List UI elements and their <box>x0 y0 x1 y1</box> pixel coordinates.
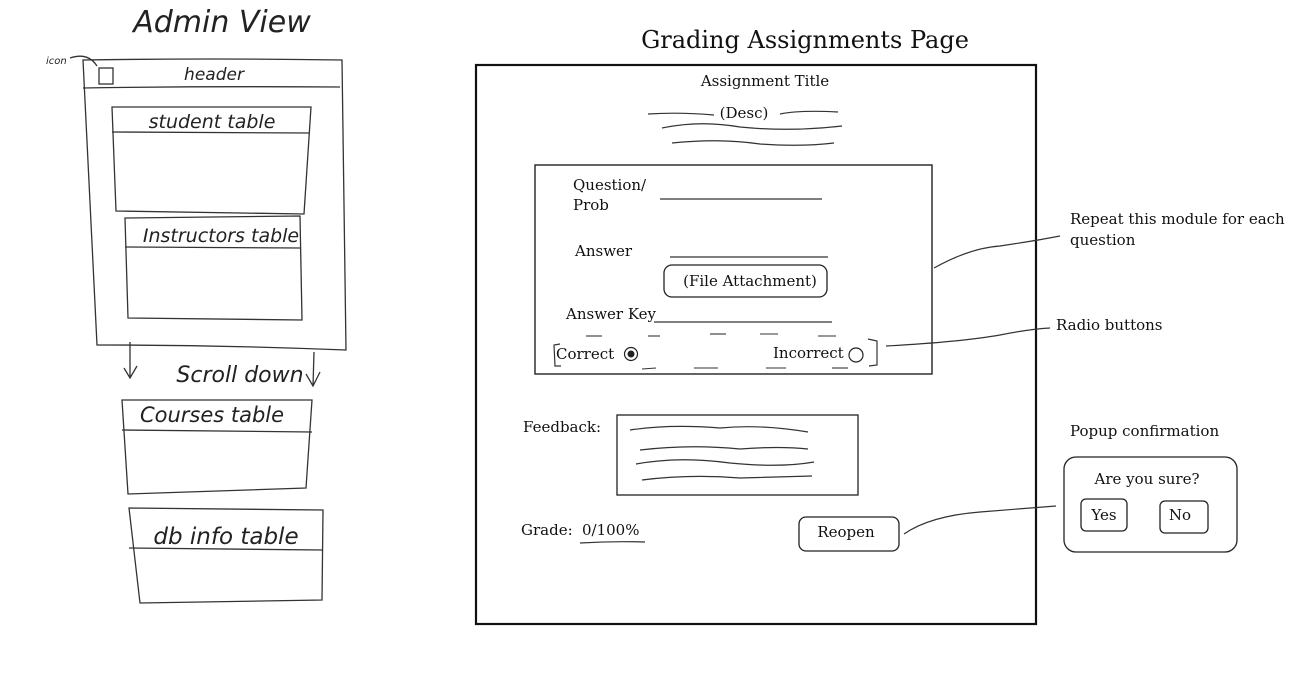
confirmation-popup-outline <box>1063 456 1238 553</box>
correct-radio-dot <box>627 350 635 358</box>
admin-header-divider <box>82 86 341 89</box>
description-squiggles <box>647 110 843 146</box>
correct-radio[interactable] <box>623 346 639 362</box>
repeat-module-pointer <box>933 235 1061 269</box>
question-label-line2: Prob <box>573 196 609 214</box>
popup-no-button[interactable]: No <box>1159 500 1209 534</box>
courses-table-label: Courses table <box>140 403 284 427</box>
popup-yes-label: Yes <box>1090 506 1116 524</box>
student-table-box <box>111 106 312 215</box>
courses-table-box <box>121 399 313 495</box>
answer-label: Answer <box>574 242 633 260</box>
correct-radio-ring <box>623 346 639 362</box>
feedback-label: Feedback: <box>523 418 601 436</box>
grade-value[interactable]: 0/100% <box>582 521 639 539</box>
feedback-squiggles <box>629 425 815 481</box>
radio-buttons-pointer <box>885 327 1051 347</box>
feedback-textarea-outline <box>616 414 859 496</box>
radio-row-bracket-left <box>553 343 561 367</box>
instructors-table-divider <box>124 246 301 249</box>
icon-label: icon <box>46 56 67 67</box>
file-attachment-outline <box>663 264 828 298</box>
grade-label: Grade: <box>521 521 573 539</box>
admin-view-sketch <box>69 55 347 604</box>
reopen-button[interactable]: Reopen <box>798 516 900 552</box>
popup-confirmation-note: Popup confirmation <box>1070 422 1219 440</box>
popup-question: Are you sure? <box>1093 470 1199 488</box>
grading-page-frame <box>474 63 1038 626</box>
instructors-table-label: Instructors table <box>143 225 299 247</box>
reopen-button-outline <box>798 516 900 552</box>
radio-buttons-note: Radio buttons <box>1056 316 1163 334</box>
popup-yes-outline <box>1080 498 1128 532</box>
question-module <box>534 164 933 375</box>
popup-pointer <box>903 505 1057 535</box>
assignment-title: Assignment Title <box>700 72 829 90</box>
question-label: Question/ <box>573 176 647 194</box>
db-info-table-divider <box>128 547 324 551</box>
admin-frame <box>82 58 347 351</box>
scroll-arrow-left <box>123 342 138 380</box>
popup-yes-button[interactable]: Yes <box>1080 498 1128 532</box>
icon-pointer <box>69 55 98 67</box>
radio-row-bracket-right <box>867 338 878 367</box>
db-info-table-box <box>128 507 324 604</box>
confirmation-popup: Are you sure? Yes No <box>1063 456 1238 553</box>
popup-no-outline <box>1159 500 1209 534</box>
description-label: (Desc) <box>720 104 769 122</box>
scroll-down-label: Scroll down <box>176 363 303 388</box>
header-label: header <box>184 65 245 85</box>
grading-page-title: Grading Assignments Page <box>641 26 969 54</box>
courses-table-divider <box>121 429 313 433</box>
grade-underline <box>579 541 646 544</box>
repeat-module-note-line2: question <box>1070 231 1136 249</box>
answer-key-dashes <box>586 333 848 370</box>
incorrect-radio[interactable] <box>848 347 864 363</box>
feedback-textarea[interactable] <box>616 414 859 496</box>
instructors-table-box <box>124 215 303 321</box>
student-table-divider <box>111 131 311 134</box>
incorrect-label: Incorrect <box>773 344 844 362</box>
scroll-arrow-right <box>305 351 321 388</box>
admin-icon-box <box>98 67 114 85</box>
file-attachment-label: (File Attachment) <box>683 272 817 290</box>
answer-key-label: Answer Key <box>565 305 657 323</box>
student-table-label: student table <box>149 111 276 133</box>
repeat-module-note: Repeat this module for each <box>1070 210 1285 228</box>
admin-view-title: Admin View <box>131 5 311 40</box>
db-info-table-label: db info table <box>153 524 298 550</box>
reopen-button-label: Reopen <box>817 523 875 541</box>
popup-no-label: No <box>1169 506 1191 524</box>
file-attachment-button[interactable]: (File Attachment) <box>663 264 828 298</box>
correct-label: Correct <box>556 345 614 363</box>
